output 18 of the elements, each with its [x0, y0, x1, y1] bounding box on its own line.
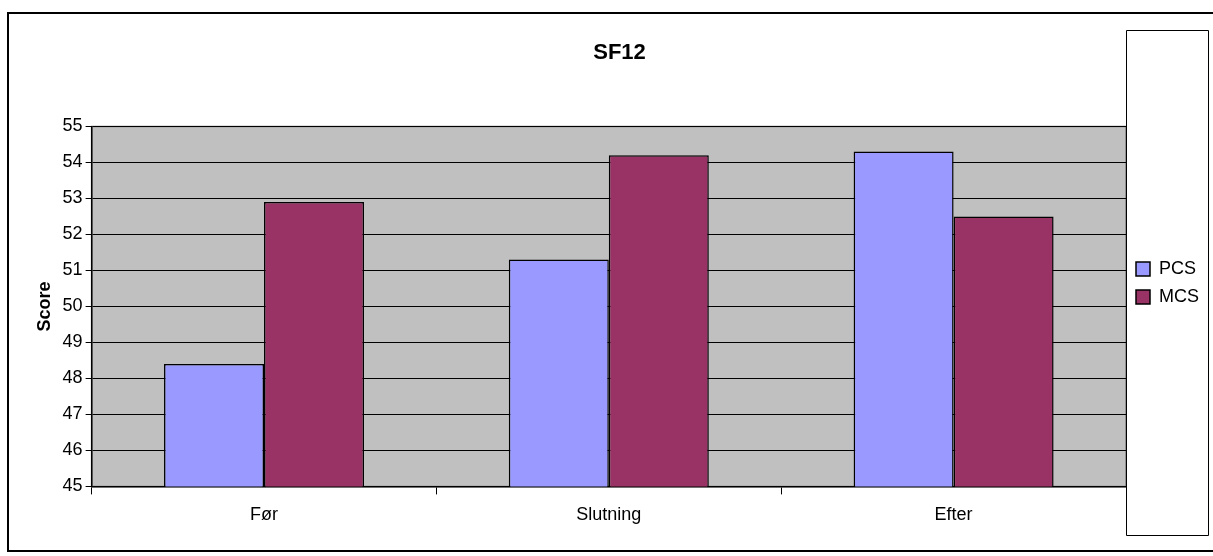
y-axis-title: Score — [33, 281, 54, 332]
y-tick-label: 53 — [62, 187, 83, 208]
y-tick-label: 52 — [62, 223, 83, 244]
y-tick-label: 46 — [62, 439, 83, 460]
y-tick-label: 54 — [62, 151, 83, 172]
x-tick-label: Efter — [934, 504, 973, 525]
x-tick-label: Før — [250, 504, 279, 525]
y-tick-label: 47 — [62, 403, 83, 424]
y-tick-label: 49 — [62, 331, 83, 352]
legend-label: PCS — [1159, 257, 1197, 278]
y-tick-label: 50 — [62, 295, 83, 316]
legend-label: MCS — [1159, 285, 1199, 306]
y-tick-label: 51 — [62, 259, 83, 280]
x-tick-label: Slutning — [576, 504, 642, 525]
y-tick-label: 45 — [62, 475, 83, 496]
y-tick-label: 48 — [62, 367, 83, 388]
chart-title: SF12 — [593, 39, 646, 65]
y-tick-label: 55 — [62, 115, 83, 136]
